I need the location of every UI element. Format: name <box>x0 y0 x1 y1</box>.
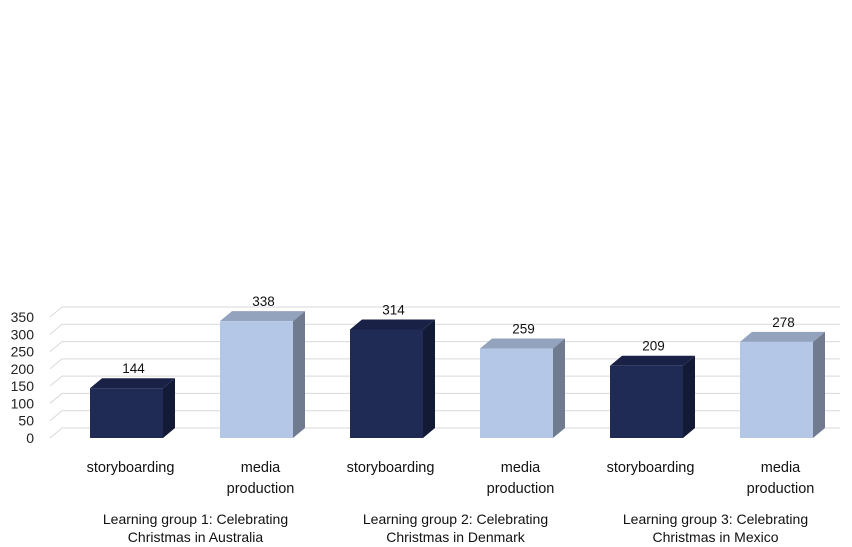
y-tick-label: 200 <box>11 361 35 377</box>
bar-top <box>350 319 435 330</box>
category-labels: storyboarding media production storyboardin… <box>87 460 815 497</box>
gridline <box>49 410 840 422</box>
bar-side <box>163 378 175 438</box>
bar <box>350 319 435 438</box>
category-label: production <box>747 481 815 497</box>
gridline <box>49 306 840 318</box>
data-label: 338 <box>252 294 275 309</box>
category-label: media <box>501 460 541 476</box>
bar <box>90 378 175 438</box>
gridline <box>49 358 840 370</box>
group-label: Christmas in Australia <box>128 529 264 545</box>
bar <box>740 331 825 438</box>
group-label: Christmas in Denmark <box>386 529 525 545</box>
category-label: storyboarding <box>607 460 695 476</box>
bar-front <box>610 365 683 438</box>
y-tick-label: 350 <box>11 309 35 325</box>
bar <box>610 355 695 438</box>
y-tick-label: 50 <box>18 413 34 429</box>
group-label: Learning group 1: Celebrating <box>103 511 288 527</box>
bar-top <box>90 378 175 389</box>
gridline <box>49 323 840 335</box>
y-tick-label: 150 <box>11 378 35 394</box>
bars <box>90 311 825 438</box>
bar-side <box>293 311 305 438</box>
bar-side <box>553 338 565 438</box>
bar-front <box>220 321 293 438</box>
bar-side <box>423 319 435 438</box>
group-label: Christmas in Mexico <box>652 529 778 545</box>
gridline <box>49 427 840 439</box>
gridlines <box>49 306 840 439</box>
bar-front <box>90 388 163 438</box>
category-label: storyboarding <box>87 460 175 476</box>
bar-front <box>350 329 423 438</box>
group-label: Learning group 2: Celebrating <box>363 511 548 527</box>
y-tick-label: 250 <box>11 344 35 360</box>
bar-side <box>683 355 695 438</box>
data-label: 314 <box>382 302 405 317</box>
category-label: production <box>487 481 555 497</box>
group-label: Learning group 3: Celebrating <box>623 511 808 527</box>
bar-top <box>740 331 825 342</box>
y-tick-label: 0 <box>26 430 34 446</box>
gridline <box>49 392 840 404</box>
gridline <box>49 341 840 352</box>
category-label: production <box>227 481 295 497</box>
bar <box>480 338 565 438</box>
group-labels: Learning group 1: Celebrating Christmas i… <box>103 511 808 545</box>
category-label: media <box>241 460 281 476</box>
bar-front <box>740 341 813 438</box>
bar-top <box>480 338 565 349</box>
data-labels: 144 338 314 259 209 278 <box>122 294 795 376</box>
y-tick-label: 300 <box>11 326 35 342</box>
data-label: 144 <box>122 361 145 376</box>
data-label: 259 <box>512 321 535 336</box>
bar-top <box>220 311 305 322</box>
bar-side <box>813 331 825 438</box>
y-tick-label: 100 <box>11 395 35 411</box>
category-label: media <box>761 460 801 476</box>
bar-top <box>610 355 695 366</box>
data-label: 278 <box>772 315 795 330</box>
bar-front <box>480 348 553 438</box>
gridline <box>49 375 840 387</box>
data-label: 209 <box>642 339 665 354</box>
bar <box>220 311 305 438</box>
category-label: storyboarding <box>347 460 435 476</box>
